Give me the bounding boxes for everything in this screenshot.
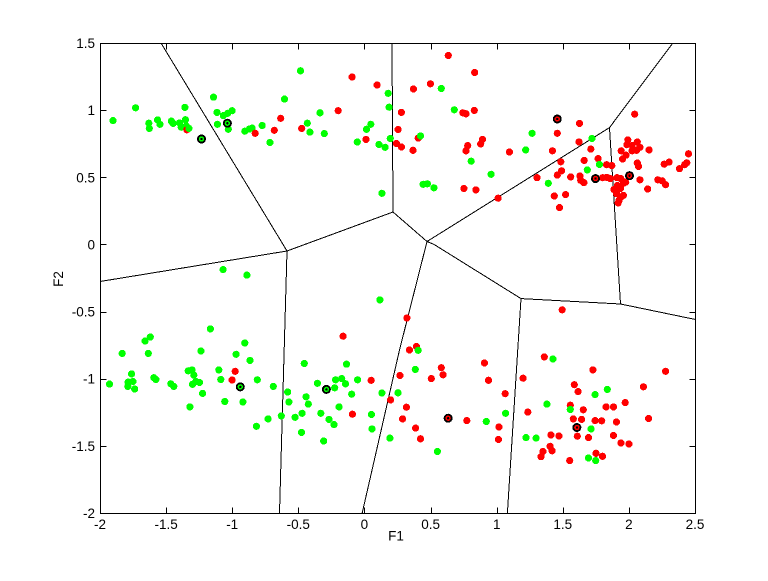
svg-text:-0.5: -0.5 [287,517,310,532]
svg-text:-0.5: -0.5 [72,305,95,320]
svg-text:1: 1 [87,103,95,118]
svg-text:0.5: 0.5 [76,170,95,185]
svg-text:F1: F1 [388,529,404,544]
svg-text:-1: -1 [83,372,95,387]
svg-text:-1: -1 [226,517,238,532]
svg-text:-1.5: -1.5 [154,517,177,532]
svg-text:-1.5: -1.5 [72,439,95,454]
svg-text:F2: F2 [51,271,66,287]
svg-text:0.5: 0.5 [421,517,440,532]
svg-text:2.5: 2.5 [686,517,705,532]
svg-text:-2: -2 [83,506,95,521]
svg-text:2: 2 [625,517,633,532]
svg-text:-2: -2 [94,517,106,532]
svg-text:0: 0 [361,517,369,532]
svg-text:1.5: 1.5 [76,36,95,51]
svg-text:0: 0 [87,237,95,252]
svg-text:1: 1 [493,517,501,532]
svg-text:1.5: 1.5 [553,517,572,532]
